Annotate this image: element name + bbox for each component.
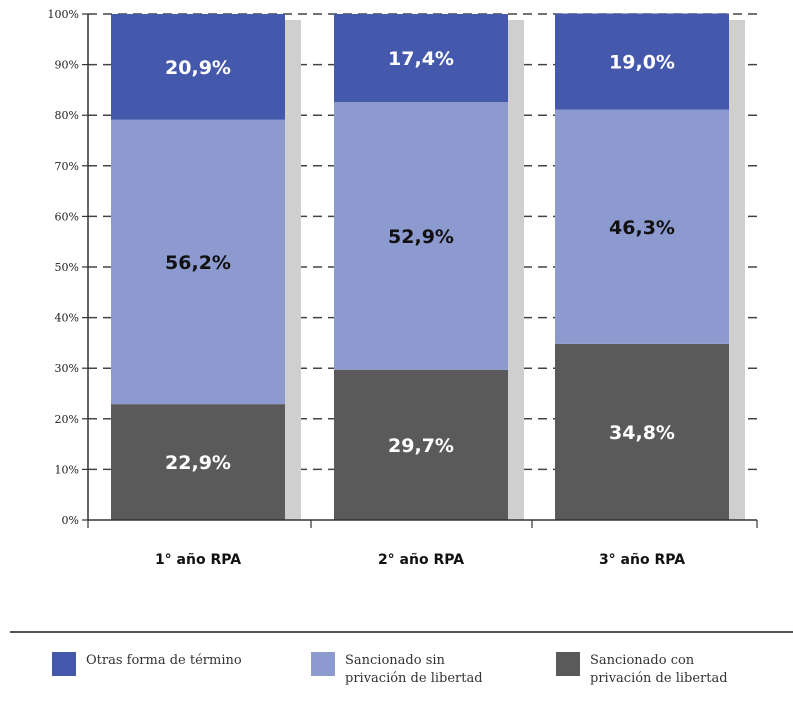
y-tick-label: 70% — [55, 160, 79, 173]
data-labels: 22,9% 56,2% 20,9% 29,7% 52,9% 17,4% 34,8% 46,3%… — [165, 48, 675, 474]
bar-shadows — [285, 20, 745, 520]
y-tick-label: 10% — [55, 463, 79, 476]
legend-swatch-con-privacion — [556, 652, 580, 676]
bar-shadow — [285, 20, 301, 520]
category-label: 3° año RPA — [599, 552, 685, 568]
data-label: 52,9% — [388, 226, 454, 248]
bar-segment — [334, 14, 508, 103]
legend: Otras forma de término Sancionado sin pr… — [0, 630, 793, 711]
bar-segment — [555, 13, 729, 110]
y-tick-label: 0% — [62, 514, 79, 527]
legend-item-con-privacion: Sancionado con privación de libertad — [556, 652, 728, 688]
data-label: 20,9% — [165, 57, 231, 79]
bar-shadow — [729, 20, 745, 520]
bar-segment — [111, 119, 285, 405]
legend-item-otras: Otras forma de término — [52, 652, 242, 676]
legend-swatch-otras — [52, 652, 76, 676]
legend-label-otras: Otras forma de término — [86, 653, 242, 668]
bar-segment — [111, 404, 285, 520]
legend-swatch-sin-privacion — [311, 652, 335, 676]
data-label: 22,9% — [165, 452, 231, 474]
stacked-bar-chart: 0% 10% 20% 30% 40% 50% 60% 70% 80% 90% 100% 1° año… — [48, 8, 758, 568]
y-tick-labels: 0% 10% 20% 30% 40% 50% 60% 70% 80% 90% 100% — [48, 8, 79, 527]
bars — [111, 13, 729, 520]
y-tick-label: 40% — [55, 312, 79, 325]
bar-segment — [555, 343, 729, 520]
legend-label-con-privacion: Sancionado con privación de libertad — [590, 653, 728, 686]
category-labels: 1° año RPA 2° año RPA 3° año RPA — [155, 552, 685, 568]
axes — [82, 13, 758, 528]
y-tick-label: 100% — [48, 8, 79, 21]
category-label: 2° año RPA — [378, 552, 464, 568]
y-tick-label: 60% — [55, 210, 79, 223]
legend-item-sin-privacion: Sancionado sin privación de libertad — [311, 652, 483, 688]
y-tick-label: 80% — [55, 109, 79, 122]
data-label: 34,8% — [609, 422, 675, 444]
y-tick-label: 90% — [55, 59, 79, 72]
bar-segment — [555, 109, 729, 344]
bar-segment — [111, 14, 285, 120]
bar-segment — [334, 102, 508, 370]
data-label: 19,0% — [609, 52, 675, 74]
legend-divider — [10, 631, 793, 633]
y-tick-label: 20% — [55, 413, 79, 426]
bar-shadow — [508, 20, 524, 520]
data-label: 56,2% — [165, 252, 231, 274]
data-label: 17,4% — [388, 48, 454, 70]
category-label: 1° año RPA — [155, 552, 241, 568]
legend-label-sin-privacion: Sancionado sin privación de libertad — [345, 653, 483, 686]
data-label: 29,7% — [388, 435, 454, 457]
data-label: 46,3% — [609, 217, 675, 239]
y-tick-label: 50% — [55, 261, 79, 274]
bar-segment — [334, 369, 508, 520]
y-tick-label: 30% — [55, 362, 79, 375]
